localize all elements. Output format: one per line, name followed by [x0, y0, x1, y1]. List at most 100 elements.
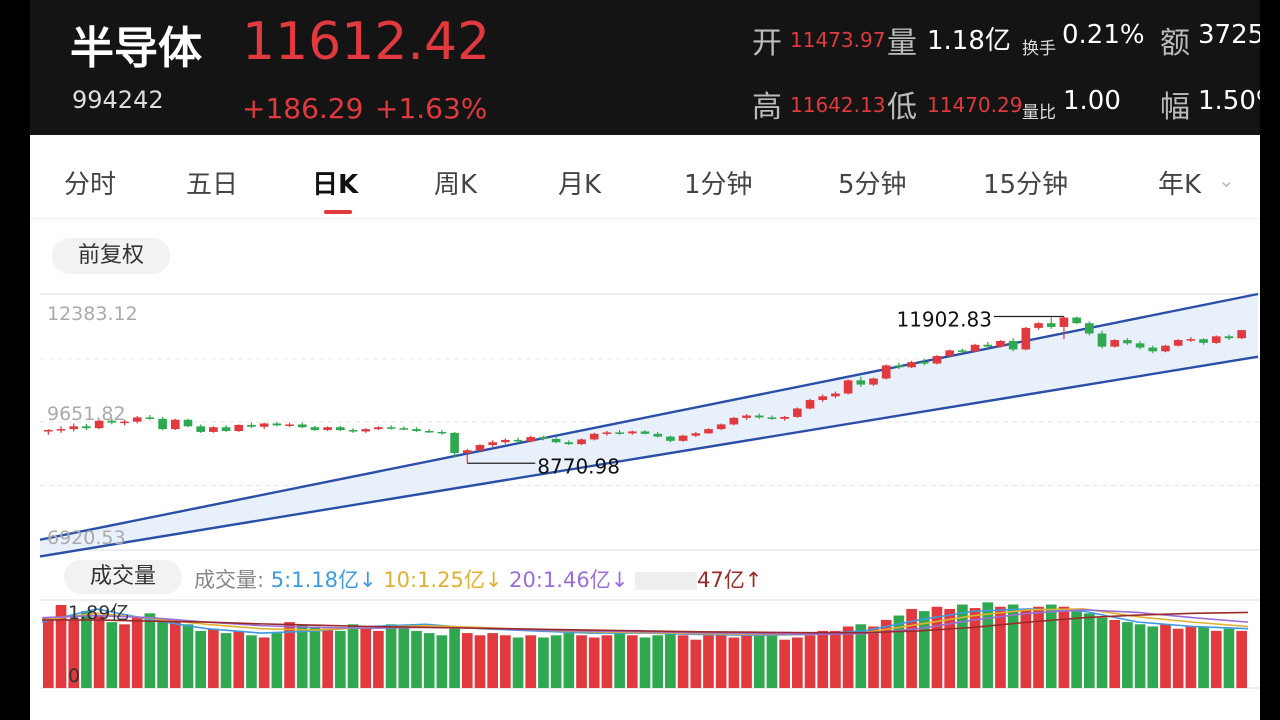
candle-body [513, 439, 523, 442]
candle-body [615, 432, 624, 434]
volume-bar [208, 628, 219, 688]
chevron-down-icon[interactable]: ⌄ [1218, 168, 1235, 192]
candle-body [158, 418, 167, 430]
tab-yearly-k[interactable]: 年K [1158, 170, 1202, 200]
low-marker-label: 8770.98 [537, 454, 620, 478]
kline-chart: 12383.12 9651.82 6920.53 11902.83 8770.98 1… [39, 292, 1260, 689]
volume-bar [1160, 624, 1171, 688]
last-price: 11612.42 [242, 12, 491, 72]
candle-body [145, 417, 155, 419]
candle-body [221, 427, 231, 431]
tab-monthly-k[interactable]: 月K [558, 170, 602, 200]
amplitude-label: 幅 [1160, 90, 1190, 125]
low-value: 11470.29 [927, 93, 1023, 117]
volume-bar [512, 637, 524, 688]
candle-body [754, 415, 764, 418]
volume-bar [1223, 628, 1235, 688]
volume-bar [804, 635, 816, 688]
volume-bar [423, 633, 435, 688]
volume-bar [690, 639, 702, 688]
candle-body [564, 442, 574, 445]
volume-ma-line [41, 609, 1249, 636]
volume-bar [880, 619, 892, 688]
candle-body [996, 341, 1005, 347]
index-name: 半导体 [70, 23, 202, 74]
legend-prefix: 成交量: [194, 568, 265, 592]
candle-body [1161, 345, 1170, 352]
volume-max-label: 1.89亿 [68, 602, 129, 624]
candle-body [1148, 347, 1158, 352]
tab-15min[interactable]: 15分钟 [983, 170, 1069, 200]
volume-indicator-button[interactable]: 成交量 [64, 560, 182, 594]
adjust-mode-button[interactable]: 前复权 [52, 238, 170, 274]
volume-bar [1020, 608, 1032, 688]
y-axis-tick-label: 9651.82 [47, 403, 126, 425]
candle-body [361, 429, 371, 432]
volume-bar [246, 635, 257, 688]
candle-body [297, 424, 307, 428]
volume-bar [931, 606, 943, 688]
tab-five-day[interactable]: 五日 [186, 170, 239, 200]
volume-bar [220, 633, 232, 688]
tab-intraday[interactable]: 分时 [64, 170, 117, 200]
volume-bar [665, 633, 676, 688]
down-arrow-icon: ↓ [484, 568, 503, 592]
high-marker-label: 11902.83 [896, 308, 991, 332]
candle-body [894, 365, 904, 368]
volume-bar [550, 635, 562, 688]
candle-body [589, 433, 599, 440]
candle-body [1110, 340, 1120, 347]
tab-1min[interactable]: 1分钟 [684, 170, 753, 200]
volume-bar [1147, 626, 1159, 688]
low-label: 低 [887, 90, 917, 125]
volume-bar [271, 633, 283, 688]
volume-bar [1045, 604, 1057, 688]
volume-bar [1071, 611, 1082, 688]
volume-bar [893, 615, 905, 688]
candle-body [1046, 323, 1056, 327]
candle-body [501, 439, 510, 443]
candle-body [107, 420, 117, 423]
candle-body [120, 421, 129, 424]
tab-daily-k[interactable]: 日K [312, 170, 359, 200]
open-value: 11473.97 [790, 28, 886, 52]
period-tabs: 分时 五日 日K 周K 月K 1分钟 5分钟 15分钟 年K ⌄ [30, 146, 1260, 219]
candle-body [1034, 323, 1043, 328]
volume-bar [195, 630, 207, 688]
volume-bar [347, 624, 359, 688]
volume-bar [1134, 624, 1146, 688]
candle-body [551, 438, 561, 443]
volume-bar [525, 635, 537, 688]
volume-bar [1210, 630, 1222, 688]
volume-bar [258, 637, 270, 688]
volume-bar [728, 637, 740, 688]
tab-weekly-k[interactable]: 周K [434, 170, 478, 200]
price-change-pct: +1.63% [375, 92, 488, 125]
tab-5min[interactable]: 5分钟 [838, 170, 907, 200]
volume-bar [1033, 606, 1044, 688]
volume-bar [131, 617, 143, 688]
turnover-label: 换手 [1022, 39, 1056, 59]
volume-bar [817, 630, 829, 688]
candle-body [348, 430, 358, 432]
y-axis-tick-label: 12383.12 [47, 303, 138, 325]
volume-bar [1236, 630, 1247, 688]
candle-body [1021, 327, 1031, 350]
volume-bar [677, 635, 689, 688]
volume-bar [169, 621, 181, 688]
volume-bar [411, 630, 422, 688]
candle-body [44, 430, 53, 432]
trend-channel-fill [40, 294, 1258, 557]
candle-body [602, 432, 612, 434]
volume-bar [1109, 619, 1121, 688]
volume-bar [284, 622, 295, 688]
candle-body [1059, 317, 1069, 327]
candle-body [1199, 339, 1208, 343]
volume-bar [741, 635, 752, 688]
volume-bar [538, 637, 549, 688]
candle-body [94, 420, 104, 429]
volume-bar [474, 635, 486, 688]
candle-body [678, 435, 688, 441]
candle-body [209, 427, 218, 432]
candle-body [1084, 323, 1094, 334]
